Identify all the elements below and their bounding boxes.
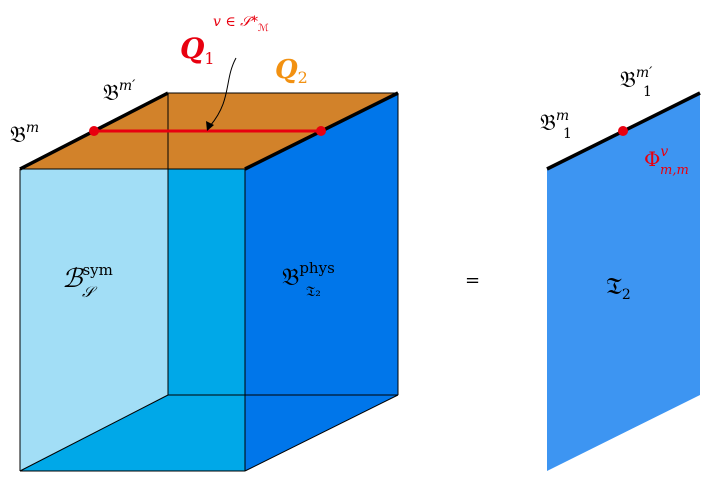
left-side-face [20, 93, 168, 471]
box-edges [19, 92, 399, 472]
label-bphys: 𝔅phys [282, 259, 335, 291]
label-t2: 𝔗2 [606, 272, 631, 303]
label-bmprime: 𝔅m′ [103, 78, 136, 106]
label-q2: Q2 [275, 55, 308, 87]
phi-defect-point [618, 126, 628, 136]
q1-endpoint-left [89, 126, 99, 136]
label-phi: Φv [644, 144, 668, 171]
label-q1: Q1 [180, 32, 215, 68]
q1-arrowhead [206, 121, 214, 131]
label-bphys-sub: 𝔗₂ [306, 284, 321, 300]
label-b1mprime-sub: 1 [643, 84, 652, 100]
q1-endpoint-right [316, 126, 326, 136]
label-b1m: 𝔅m [540, 108, 569, 136]
label-b1mprime: 𝔅m′ [620, 65, 653, 93]
right-side-face [245, 93, 398, 471]
label-q1-superscript: v ∈ 𝒮*ℳ [213, 14, 269, 34]
label-phi-sub: m,m [660, 163, 689, 178]
q1-pointer-arrow [209, 57, 237, 127]
label-bsym: ℬsym [62, 261, 113, 294]
label-bm: 𝔅m [10, 120, 39, 148]
right-panel-sheet [547, 93, 700, 471]
label-b1m-sub: 1 [563, 126, 572, 142]
equals-sign: = [465, 270, 480, 291]
